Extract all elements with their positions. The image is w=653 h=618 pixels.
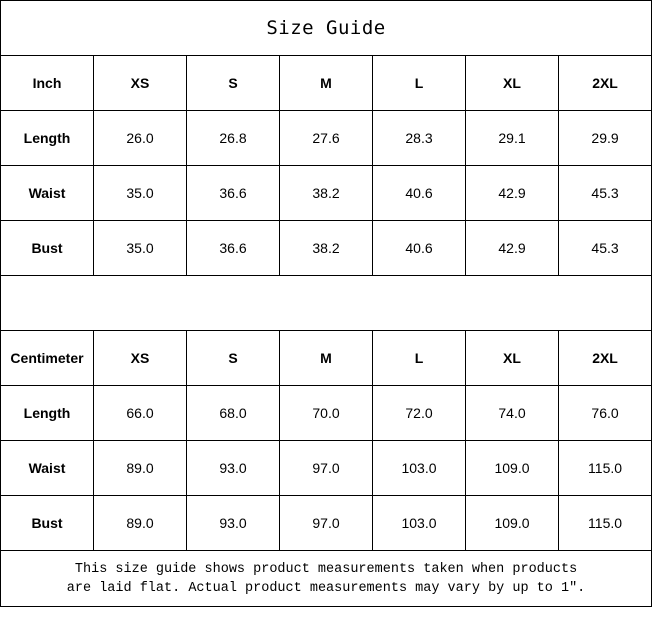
measurement-cell: 38.2 bbox=[279, 220, 373, 276]
measurement-cell: 93.0 bbox=[186, 440, 280, 496]
measurement-cell: 115.0 bbox=[557, 495, 653, 551]
measurement-cell: 89.0 bbox=[93, 495, 187, 551]
measurement-cell: 109.0 bbox=[465, 495, 559, 551]
measurement-cell: 27.6 bbox=[279, 110, 373, 166]
measurement-cell: 42.9 bbox=[465, 220, 559, 276]
size-header: XS bbox=[93, 55, 187, 111]
measurement-cell: 28.3 bbox=[372, 110, 466, 166]
size-header: XL bbox=[465, 330, 559, 386]
title-row: Size Guide bbox=[0, 0, 653, 56]
unit-header: Inch bbox=[0, 55, 94, 111]
note-line: are laid flat. Actual product measuremen… bbox=[66, 580, 586, 596]
row-label: Bust bbox=[0, 220, 94, 276]
measurement-cell: 89.0 bbox=[93, 440, 187, 496]
size-header: L bbox=[372, 330, 466, 386]
table-row: Waist 89.0 93.0 97.0 103.0 109.0 115.0 bbox=[0, 440, 653, 496]
note-line: This size guide shows product measuremen… bbox=[74, 561, 578, 577]
measurement-cell: 26.8 bbox=[186, 110, 280, 166]
table-row: Length 26.0 26.8 27.6 28.3 29.1 29.9 bbox=[0, 110, 653, 166]
measurement-cell: 35.0 bbox=[93, 165, 187, 221]
size-header: S bbox=[186, 330, 280, 386]
row-label: Waist bbox=[0, 440, 94, 496]
measurement-cell: 45.3 bbox=[557, 165, 653, 221]
measurement-cell: 103.0 bbox=[372, 495, 466, 551]
note-row: This size guide shows product measuremen… bbox=[0, 550, 653, 607]
size-header: M bbox=[279, 55, 373, 111]
measurement-cell: 29.1 bbox=[465, 110, 559, 166]
measurement-cell: 115.0 bbox=[557, 440, 653, 496]
measurement-cell: 36.6 bbox=[186, 165, 280, 221]
measurement-cell: 70.0 bbox=[279, 385, 373, 441]
header-row: Inch XS S M L XL 2XL bbox=[0, 55, 653, 111]
measurement-cell: 26.0 bbox=[93, 110, 187, 166]
measurement-cell: 35.0 bbox=[93, 220, 187, 276]
spacer-row bbox=[0, 275, 653, 331]
measurement-cell: 40.6 bbox=[372, 220, 466, 276]
measurement-cell: 97.0 bbox=[279, 495, 373, 551]
unit-header: Centimeter bbox=[0, 330, 94, 386]
measurement-cell: 36.6 bbox=[186, 220, 280, 276]
row-label: Bust bbox=[0, 495, 94, 551]
size-header: 2XL bbox=[557, 55, 653, 111]
measurement-cell: 74.0 bbox=[465, 385, 559, 441]
size-header: 2XL bbox=[557, 330, 653, 386]
size-header: M bbox=[279, 330, 373, 386]
spacer-cell bbox=[0, 275, 653, 331]
measurement-cell: 76.0 bbox=[557, 385, 653, 441]
measurement-cell: 68.0 bbox=[186, 385, 280, 441]
measurement-cell: 45.3 bbox=[557, 220, 653, 276]
size-header: XS bbox=[93, 330, 187, 386]
table-row: Bust 35.0 36.6 38.2 40.6 42.9 45.3 bbox=[0, 220, 653, 276]
measurement-cell: 38.2 bbox=[279, 165, 373, 221]
row-label: Waist bbox=[0, 165, 94, 221]
measurement-cell: 97.0 bbox=[279, 440, 373, 496]
measurement-cell: 29.9 bbox=[557, 110, 653, 166]
measurement-cell: 40.6 bbox=[372, 165, 466, 221]
row-label: Length bbox=[0, 385, 94, 441]
size-header: XL bbox=[465, 55, 559, 111]
measurement-cell: 42.9 bbox=[465, 165, 559, 221]
table-row: Waist 35.0 36.6 38.2 40.6 42.9 45.3 bbox=[0, 165, 653, 221]
measurement-cell: 93.0 bbox=[186, 495, 280, 551]
measurement-cell: 103.0 bbox=[372, 440, 466, 496]
size-header: L bbox=[372, 55, 466, 111]
measurement-cell: 66.0 bbox=[93, 385, 187, 441]
size-header: S bbox=[186, 55, 280, 111]
table-row: Bust 89.0 93.0 97.0 103.0 109.0 115.0 bbox=[0, 495, 653, 551]
size-note: This size guide shows product measuremen… bbox=[0, 550, 653, 607]
measurement-cell: 109.0 bbox=[465, 440, 559, 496]
table-row: Length 66.0 68.0 70.0 72.0 74.0 76.0 bbox=[0, 385, 653, 441]
header-row: Centimeter XS S M L XL 2XL bbox=[0, 330, 653, 386]
measurement-cell: 72.0 bbox=[372, 385, 466, 441]
page-title: Size Guide bbox=[0, 0, 653, 56]
row-label: Length bbox=[0, 110, 94, 166]
